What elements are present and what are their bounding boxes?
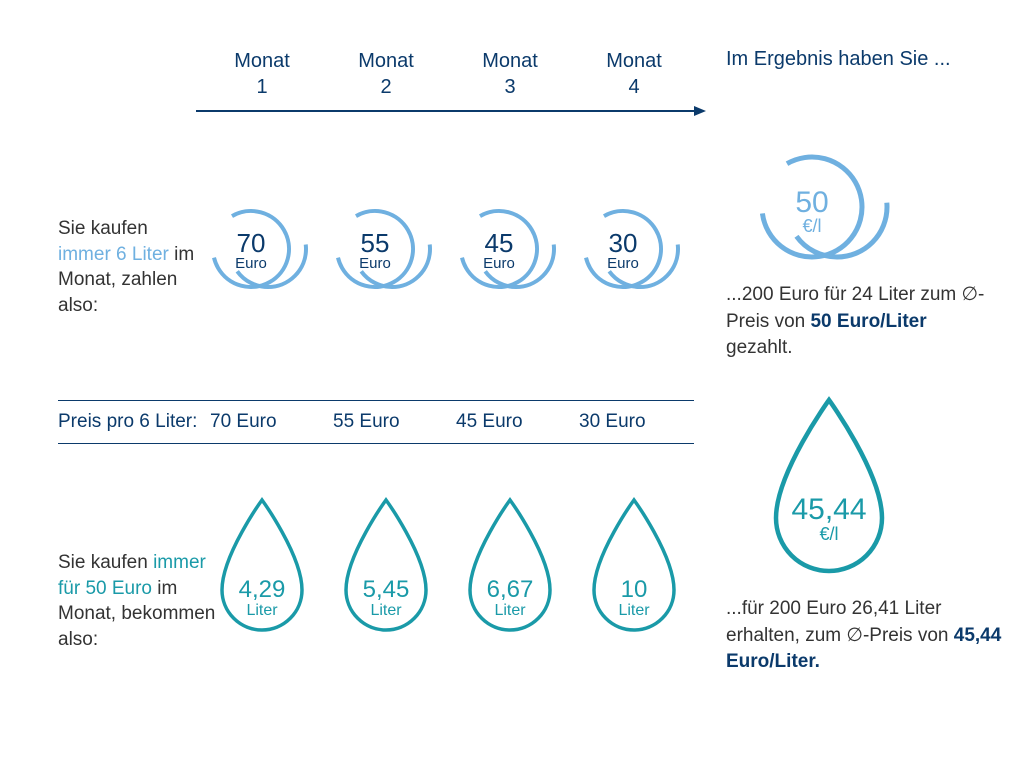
month-word: Monat (358, 50, 414, 72)
price-cell: 45 Euro (448, 411, 571, 433)
drops-row: 4,29 Liter 5,45 Liter 6,67 Liter 10 Lite… (200, 490, 696, 650)
row2-pre: Sie kaufen (58, 552, 153, 573)
drop-cell-1: 4,29 Liter (200, 490, 324, 650)
month-col-3: Monat 3 (448, 48, 572, 100)
month-word: Monat (234, 50, 290, 72)
result-header: Im Ergebnis haben Sie ... (726, 48, 986, 71)
divider-line (58, 443, 694, 444)
price-table: Preis pro 6 Liter: 70 Euro 55 Euro 45 Eu… (58, 400, 694, 444)
result-coin-unit: €/l (760, 216, 864, 237)
coin-unit: Euro (336, 255, 414, 272)
result2-summary: ...für 200 Euro 26,41 Liter erhalten, zu… (726, 596, 1006, 676)
row1-description: Sie kaufen immer 6 Liter im Monat, zahle… (58, 216, 198, 319)
coin-icon: 55 Euro (336, 205, 436, 293)
coin-unit: Euro (584, 255, 662, 272)
drop-unit: Liter (579, 602, 689, 620)
drop-unit: Liter (455, 602, 565, 620)
result1-text-2: gezahlt. (726, 337, 793, 358)
month-num: 2 (380, 76, 391, 98)
price-table-label: Preis pro 6 Liter: (58, 411, 202, 433)
result-coin-value: 50 (760, 186, 864, 220)
coin-unit: Euro (460, 255, 538, 272)
price-table-row: Preis pro 6 Liter: 70 Euro 55 Euro 45 Eu… (58, 401, 694, 443)
coin-cell-3: 45 Euro (448, 205, 572, 293)
coin-cell-2: 55 Euro (324, 205, 448, 293)
coins-row: 70 Euro 55 Euro 45 Euro (200, 205, 696, 293)
drop-icon: 4,29 Liter (207, 490, 317, 650)
result-drop-value: 45,44 (754, 493, 904, 527)
month-num: 4 (628, 76, 639, 98)
drop-value: 5,45 (331, 576, 441, 604)
drop-cell-3: 6,67 Liter (448, 490, 572, 650)
coin-cell-1: 70 Euro (200, 205, 324, 293)
month-col-1: Monat 1 (200, 48, 324, 100)
month-word: Monat (606, 50, 662, 72)
drop-value: 6,67 (455, 576, 565, 604)
coin-icon: 45 Euro (460, 205, 560, 293)
month-col-2: Monat 2 (324, 48, 448, 100)
drop-icon: 5,45 Liter (331, 490, 441, 650)
coin-cell-4: 30 Euro (572, 205, 696, 293)
drop-unit: Liter (207, 602, 317, 620)
row1-pre: Sie kaufen (58, 218, 148, 239)
drop-value: 10 (579, 576, 689, 604)
month-col-4: Monat 4 (572, 48, 696, 100)
row2-description: Sie kaufen immer für 50 Euro im Monat, b… (58, 550, 218, 653)
result-drop-unit: €/l (754, 524, 904, 545)
month-word: Monat (482, 50, 538, 72)
coin-icon: 30 Euro (584, 205, 684, 293)
drop-value: 4,29 (207, 576, 317, 604)
result1-bold: 50 Euro/Liter (810, 311, 926, 332)
result2-text-1: ...für 200 Euro 26,41 Liter erhalten, zu… (726, 598, 948, 646)
month-num: 3 (504, 76, 515, 98)
drop-cell-4: 10 Liter (572, 490, 696, 650)
result1-summary: ...200 Euro für 24 Liter zum ∅-Preis von… (726, 282, 996, 362)
month-headers: Monat 1 Monat 2 Monat 3 Monat 4 (200, 48, 696, 100)
price-cell: 70 Euro (202, 411, 325, 433)
row1-highlight: immer 6 Liter (58, 244, 169, 265)
timeline-arrow-icon (196, 106, 706, 116)
result-coin-icon: 50 €/l (760, 150, 900, 265)
coin-icon: 70 Euro (212, 205, 312, 293)
drop-unit: Liter (331, 602, 441, 620)
drop-icon: 6,67 Liter (455, 490, 565, 650)
price-cell: 30 Euro (571, 411, 694, 433)
month-num: 1 (256, 76, 267, 98)
coin-unit: Euro (212, 255, 290, 272)
price-cell: 55 Euro (325, 411, 448, 433)
drop-cell-2: 5,45 Liter (324, 490, 448, 650)
result-drop-icon: 45,44 €/l (754, 388, 904, 588)
drop-icon: 10 Liter (579, 490, 689, 650)
